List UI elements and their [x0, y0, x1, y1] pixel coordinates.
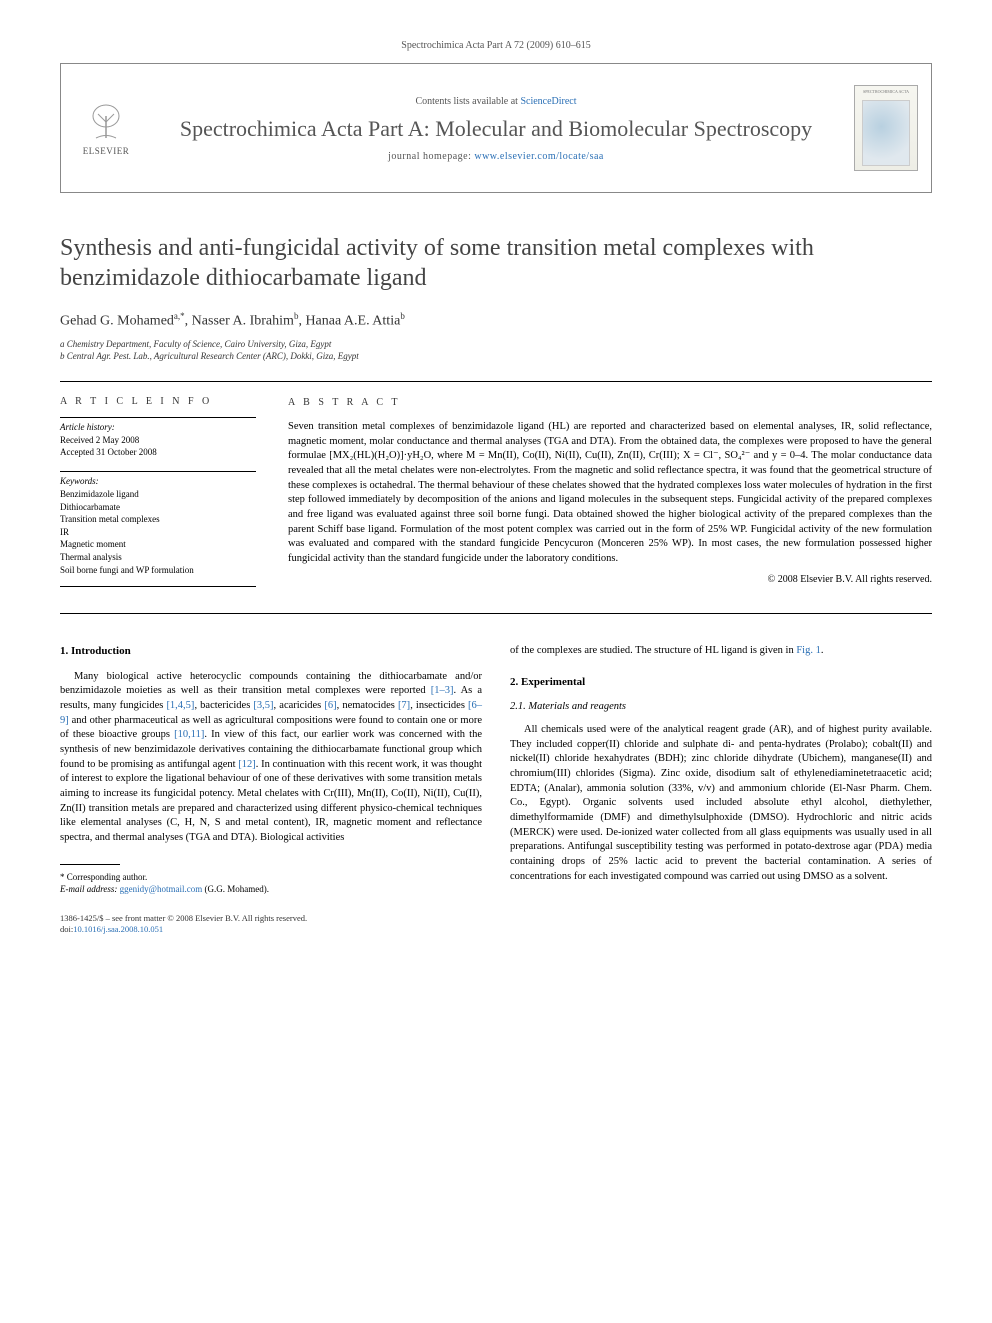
ref-7[interactable]: [7]: [398, 700, 410, 711]
intro-text-1d: , acaricides: [274, 700, 325, 711]
cover-image-placeholder: [862, 100, 911, 166]
intro-text-1i: . In continuation with this recent work,…: [60, 759, 482, 843]
keyword-1: Dithiocarbamate: [60, 501, 256, 514]
doi-prefix: doi:: [60, 924, 73, 934]
footnotes: * Corresponding author. E-mail address: …: [60, 871, 482, 895]
email-line: E-mail address: ggenidy@hotmail.com (G.G…: [60, 883, 482, 895]
doi-line: doi:10.1016/j.saa.2008.10.051: [60, 924, 932, 935]
journal-name: Spectrochimica Acta Part A: Molecular an…: [161, 115, 831, 143]
homepage-prefix: journal homepage:: [388, 151, 474, 162]
author-sep-1: , Nasser A. Ibrahim: [185, 314, 294, 329]
intro-text-1c: , bactericides: [194, 700, 253, 711]
corresponding-author-note: * Corresponding author.: [60, 871, 482, 883]
author-3-affil: b: [400, 311, 405, 321]
keyword-3: IR: [60, 526, 256, 539]
journal-homepage-line: journal homepage: www.elsevier.com/locat…: [161, 151, 831, 162]
right-column: of the complexes are studied. The struct…: [510, 644, 932, 895]
publisher-name: ELSEVIER: [83, 146, 130, 156]
journal-cover-thumb: SPECTROCHIMICA ACTA: [854, 85, 918, 171]
accepted-date: Accepted 31 October 2008: [60, 446, 256, 459]
keyword-0: Benzimidazole ligand: [60, 488, 256, 501]
author-1-affil: a,*: [174, 311, 185, 321]
keyword-6: Soil borne fungi and WP formulation: [60, 564, 256, 577]
ref-3-5[interactable]: [3,5]: [253, 700, 273, 711]
journal-masthead: ELSEVIER Contents lists available at Sci…: [60, 63, 932, 193]
author-1: Gehad G. Mohamed: [60, 314, 174, 329]
fig-1-ref[interactable]: Fig. 1: [796, 645, 821, 656]
keywords-label: Keywords:: [60, 471, 256, 486]
cover-thumb-block: SPECTROCHIMICA ACTA: [841, 64, 931, 192]
intro-text-1a: Many biological active heterocyclic comp…: [60, 671, 482, 697]
intro-heading: 1. Introduction: [60, 644, 482, 659]
affiliation-b: b Central Agr. Pest. Lab., Agricultural …: [60, 350, 932, 363]
sciencedirect-link[interactable]: ScienceDirect: [520, 96, 576, 107]
article-info: A R T I C L E I N F O Article history: R…: [60, 382, 270, 613]
doi-link[interactable]: 10.1016/j.saa.2008.10.051: [73, 924, 163, 934]
intro-paragraph: Many biological active heterocyclic comp…: [60, 670, 482, 846]
ref-10-11[interactable]: [10,11]: [174, 729, 204, 740]
article-title: Synthesis and anti-fungicidal activity o…: [60, 233, 932, 293]
keyword-5: Thermal analysis: [60, 551, 256, 564]
masthead-center: Contents lists available at ScienceDirec…: [151, 64, 841, 192]
email-suffix: (G.G. Mohamed).: [202, 884, 269, 894]
article-info-heading: A R T I C L E I N F O: [60, 396, 256, 407]
materials-subheading: 2.1. Materials and reagents: [510, 700, 932, 715]
cover-caption: SPECTROCHIMICA ACTA: [863, 90, 909, 94]
article-history-block: Article history: Received 2 May 2008 Acc…: [60, 417, 256, 459]
intro-text-2b: .: [821, 645, 824, 656]
intro-text-1f: , insecticides: [410, 700, 468, 711]
contents-prefix: Contents lists available at: [415, 96, 520, 107]
email-label: E-mail address:: [60, 884, 120, 894]
info-abstract-row: A R T I C L E I N F O Article history: R…: [60, 381, 932, 614]
abstract-text: Seven transition metal complexes of benz…: [288, 420, 932, 567]
intro-text-2a: of the complexes are studied. The struct…: [510, 645, 796, 656]
contents-line: Contents lists available at ScienceDirec…: [161, 96, 831, 107]
footnote-separator: [60, 864, 120, 865]
experimental-heading: 2. Experimental: [510, 675, 932, 690]
affiliations: a Chemistry Department, Faculty of Scien…: [60, 338, 932, 363]
abstract: A B S T R A C T Seven transition metal c…: [270, 382, 932, 613]
keyword-4: Magnetic moment: [60, 538, 256, 551]
keywords-block: Keywords: Benzimidazole ligand Dithiocar…: [60, 471, 256, 587]
elsevier-logo: ELSEVIER: [83, 100, 130, 156]
running-header: Spectrochimica Acta Part A 72 (2009) 610…: [60, 40, 932, 51]
received-date: Received 2 May 2008: [60, 434, 256, 447]
ref-6[interactable]: [6]: [324, 700, 336, 711]
page-footer: 1386-1425/$ – see front matter © 2008 El…: [60, 913, 932, 935]
body-columns: 1. Introduction Many biological active h…: [60, 644, 932, 895]
author-email-link[interactable]: ggenidy@hotmail.com: [120, 884, 203, 894]
ref-12[interactable]: [12]: [238, 759, 256, 770]
left-column: 1. Introduction Many biological active h…: [60, 644, 482, 895]
ref-1-3[interactable]: [1–3]: [431, 685, 454, 696]
abstract-heading: A B S T R A C T: [288, 396, 932, 410]
publisher-logo-block: ELSEVIER: [61, 64, 151, 192]
journal-homepage-link[interactable]: www.elsevier.com/locate/saa: [474, 151, 603, 162]
history-label: Article history:: [60, 417, 256, 432]
affiliation-a: a Chemistry Department, Faculty of Scien…: [60, 338, 932, 351]
front-matter-line: 1386-1425/$ – see front matter © 2008 El…: [60, 913, 932, 924]
experimental-paragraph: All chemicals used were of the analytica…: [510, 723, 932, 885]
elsevier-tree-icon: [84, 100, 128, 144]
intro-text-1e: , nematocides: [337, 700, 398, 711]
keyword-2: Transition metal complexes: [60, 513, 256, 526]
author-list: Gehad G. Mohameda,*, Nasser A. Ibrahim b,…: [60, 311, 932, 330]
abstract-copyright: © 2008 Elsevier B.V. All rights reserved…: [288, 573, 932, 587]
ref-1-4-5[interactable]: [1,4,5]: [166, 700, 194, 711]
intro-continuation: of the complexes are studied. The struct…: [510, 644, 932, 659]
author-sep-2: , Hanaa A.E. Attia: [298, 314, 400, 329]
